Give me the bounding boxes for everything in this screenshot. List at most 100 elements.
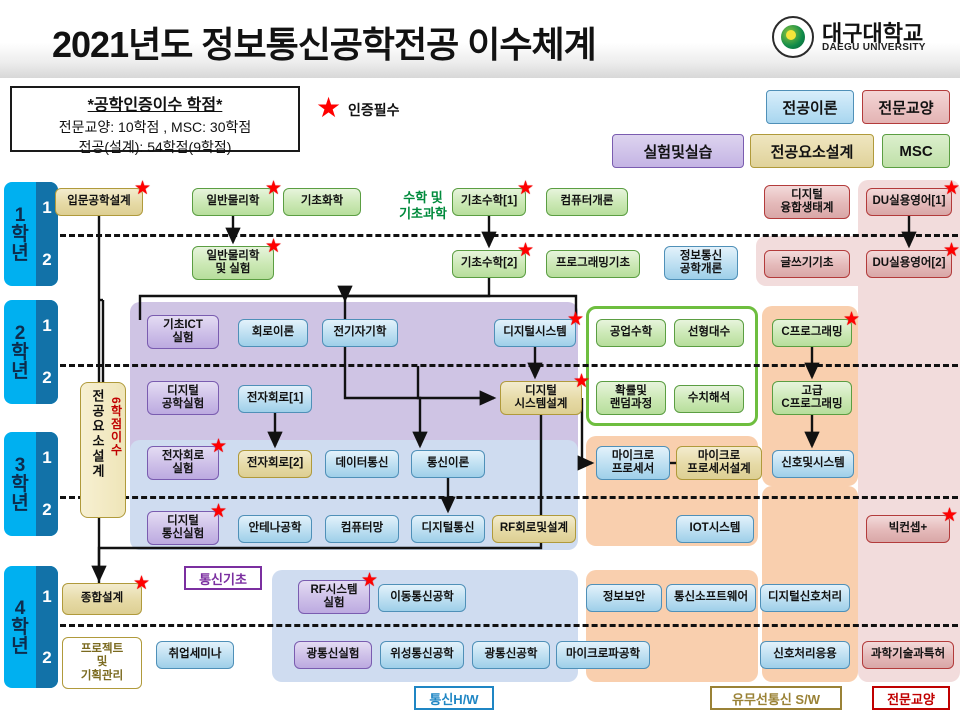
legend-chip-design: 전공요소설계 [750,134,874,168]
course-box[interactable]: 취업세미나 [156,641,234,669]
course-box[interactable]: 일반물리학 [192,188,274,216]
course-label: 컴퓨터개론 [560,195,614,208]
course-box[interactable]: 선형대수 [674,319,744,347]
course-box[interactable]: 디지털시스템 [494,319,576,347]
course-label: 광통신실험 [306,648,360,661]
course-box[interactable]: 수치해석 [674,385,744,413]
course-box[interactable]: 마이크로 프로세서설계 [676,446,762,480]
course-label: 기초수학[2] [460,257,518,270]
course-box[interactable]: 전기자기학 [322,319,398,347]
course-label: DU실용영어[2] [872,257,946,270]
course-box[interactable]: 디지털 융합생태계 [764,185,850,219]
course-label: 마이크로 프로세서설계 [687,449,751,475]
course-box[interactable]: 기초ICT 실험 [147,315,219,349]
course-box[interactable]: C프로그래밍 [772,319,852,347]
course-label: 기초수학[1] [460,195,518,208]
course-box[interactable]: 일반물리학 및 실험 [192,246,274,280]
course-box[interactable]: 신호처리응용 [760,641,850,669]
course-label: 입문공학설계 [67,195,131,208]
course-label: 프로젝트 및 기획관리 [80,643,124,682]
course-box[interactable]: 컴퓨터개론 [546,188,628,216]
course-label: 컴퓨터망 [340,522,384,535]
course-box[interactable]: 통신이론 [411,450,485,478]
group-label-comm-hw: 통신H/W [414,686,494,710]
course-label: 일반물리학 [206,195,260,208]
course-box[interactable]: 기초화학 [283,188,361,216]
course-box[interactable]: 위성통신공학 [380,641,464,669]
university-name-ko: 대구대학교 [822,21,924,46]
course-box[interactable]: 정보통신 공학개론 [664,246,738,280]
course-box[interactable]: DU실용영어[1] [866,188,952,216]
course-label: 선형대수 [687,326,731,339]
course-label: 광통신공학 [484,648,538,661]
course-box[interactable]: 디지털 시스템설계 [500,381,582,415]
course-box[interactable]: 디지털 통신실험 [147,511,219,545]
course-label: IOT시스템 [689,522,741,535]
university-logo: 대구대학교 DAEGU UNIVERSITY [772,14,948,62]
course-label: 신호및시스템 [781,457,845,470]
course-box[interactable]: 전자회로 실험 [147,446,219,480]
course-label: RF시스템 실험 [310,583,358,609]
course-box[interactable]: 고급 C프로그래밍 [772,381,852,415]
design-credit-pillar: 전공요소설계 6학점이수 [80,382,126,518]
course-label: 종합설계 [80,592,124,605]
course-box[interactable]: 광통신실험 [294,641,372,669]
course-label: 확률및 랜덤과정 [609,384,653,410]
course-label: 위성통신공학 [390,648,454,661]
course-box[interactable]: 기초수학[1] [452,188,526,216]
course-box[interactable]: 마이크로 프로세서 [596,446,670,480]
course-box[interactable]: 통신소프트웨어 [666,584,756,612]
course-box[interactable]: 디지털신호처리 [760,584,850,612]
course-box[interactable]: 글쓰기기초 [764,250,850,278]
course-box[interactable]: 빅컨셉+ [866,515,950,543]
course-label: 마이크로 프로세서 [611,449,655,475]
credit-note-title: *공학인증이수 학점* [87,97,223,114]
course-label: 디지털신호처리 [767,591,843,604]
course-box[interactable]: 전자회로[2] [238,450,312,478]
course-box[interactable]: 신호및시스템 [772,450,854,478]
course-box[interactable]: 마이크로파공학 [556,641,650,669]
course-box[interactable]: 디지털통신 [411,515,485,543]
course-label: DU실용영어[1] [872,195,946,208]
course-box[interactable]: 이동통신공학 [378,584,466,612]
course-label: 전자회로 실험 [161,449,205,475]
page-header: 2021년도 정보통신공학전공 이수체계 대구대학교 DAEGU UNIVERS… [0,0,960,78]
course-box[interactable]: RF회로및설계 [492,515,576,543]
course-label: 회로이론 [251,326,295,339]
course-box[interactable]: 데이터통신 [325,450,399,478]
course-box[interactable]: 전자회로[1] [238,385,312,413]
course-box[interactable]: 안테나공학 [238,515,312,543]
course-box[interactable]: 컴퓨터망 [325,515,399,543]
required-star-label: 인증필수 [348,102,400,118]
course-box[interactable]: 종합설계 [62,583,142,615]
course-box[interactable]: 과학기술과특허 [862,641,954,669]
course-box[interactable]: 공업수학 [596,319,666,347]
course-label: 빅컨셉+ [888,522,928,535]
course-label: 디지털 통신실험 [161,514,205,540]
course-box[interactable]: 회로이론 [238,319,308,347]
course-box[interactable]: 입문공학설계 [55,188,143,216]
course-label: 프로그래밍기초 [555,257,631,270]
design-pillar-credits: 6학점이수 [109,397,123,457]
university-name-en: DAEGU UNIVERSITY [822,42,926,53]
course-box[interactable]: 광통신공학 [472,641,550,669]
course-box[interactable]: 프로그래밍기초 [546,250,640,278]
course-box[interactable]: 기초수학[2] [452,250,526,278]
course-label: 디지털 시스템설계 [514,384,568,410]
page-title: 2021년도 정보통신공학전공 이수체계 [52,24,597,65]
course-box[interactable]: DU실용영어[2] [866,250,952,278]
course-box[interactable]: 디지털 공학실험 [147,381,219,415]
semester-1-label-3: 1 [42,448,52,467]
course-box[interactable]: IOT시스템 [676,515,754,543]
course-box[interactable]: RF시스템 실험 [298,580,370,614]
accreditation-credit-box: *공학인증이수 학점* 전문교양: 10학점 , MSC: 30학점 전공(설계… [10,86,300,155]
semester-divider-3 [60,496,958,499]
course-box[interactable]: 정보보안 [586,584,662,612]
course-box[interactable]: 확률및 랜덤과정 [596,381,666,415]
course-box[interactable]: 프로젝트 및 기획관리 [62,637,142,689]
semester-divider-2 [60,364,958,367]
